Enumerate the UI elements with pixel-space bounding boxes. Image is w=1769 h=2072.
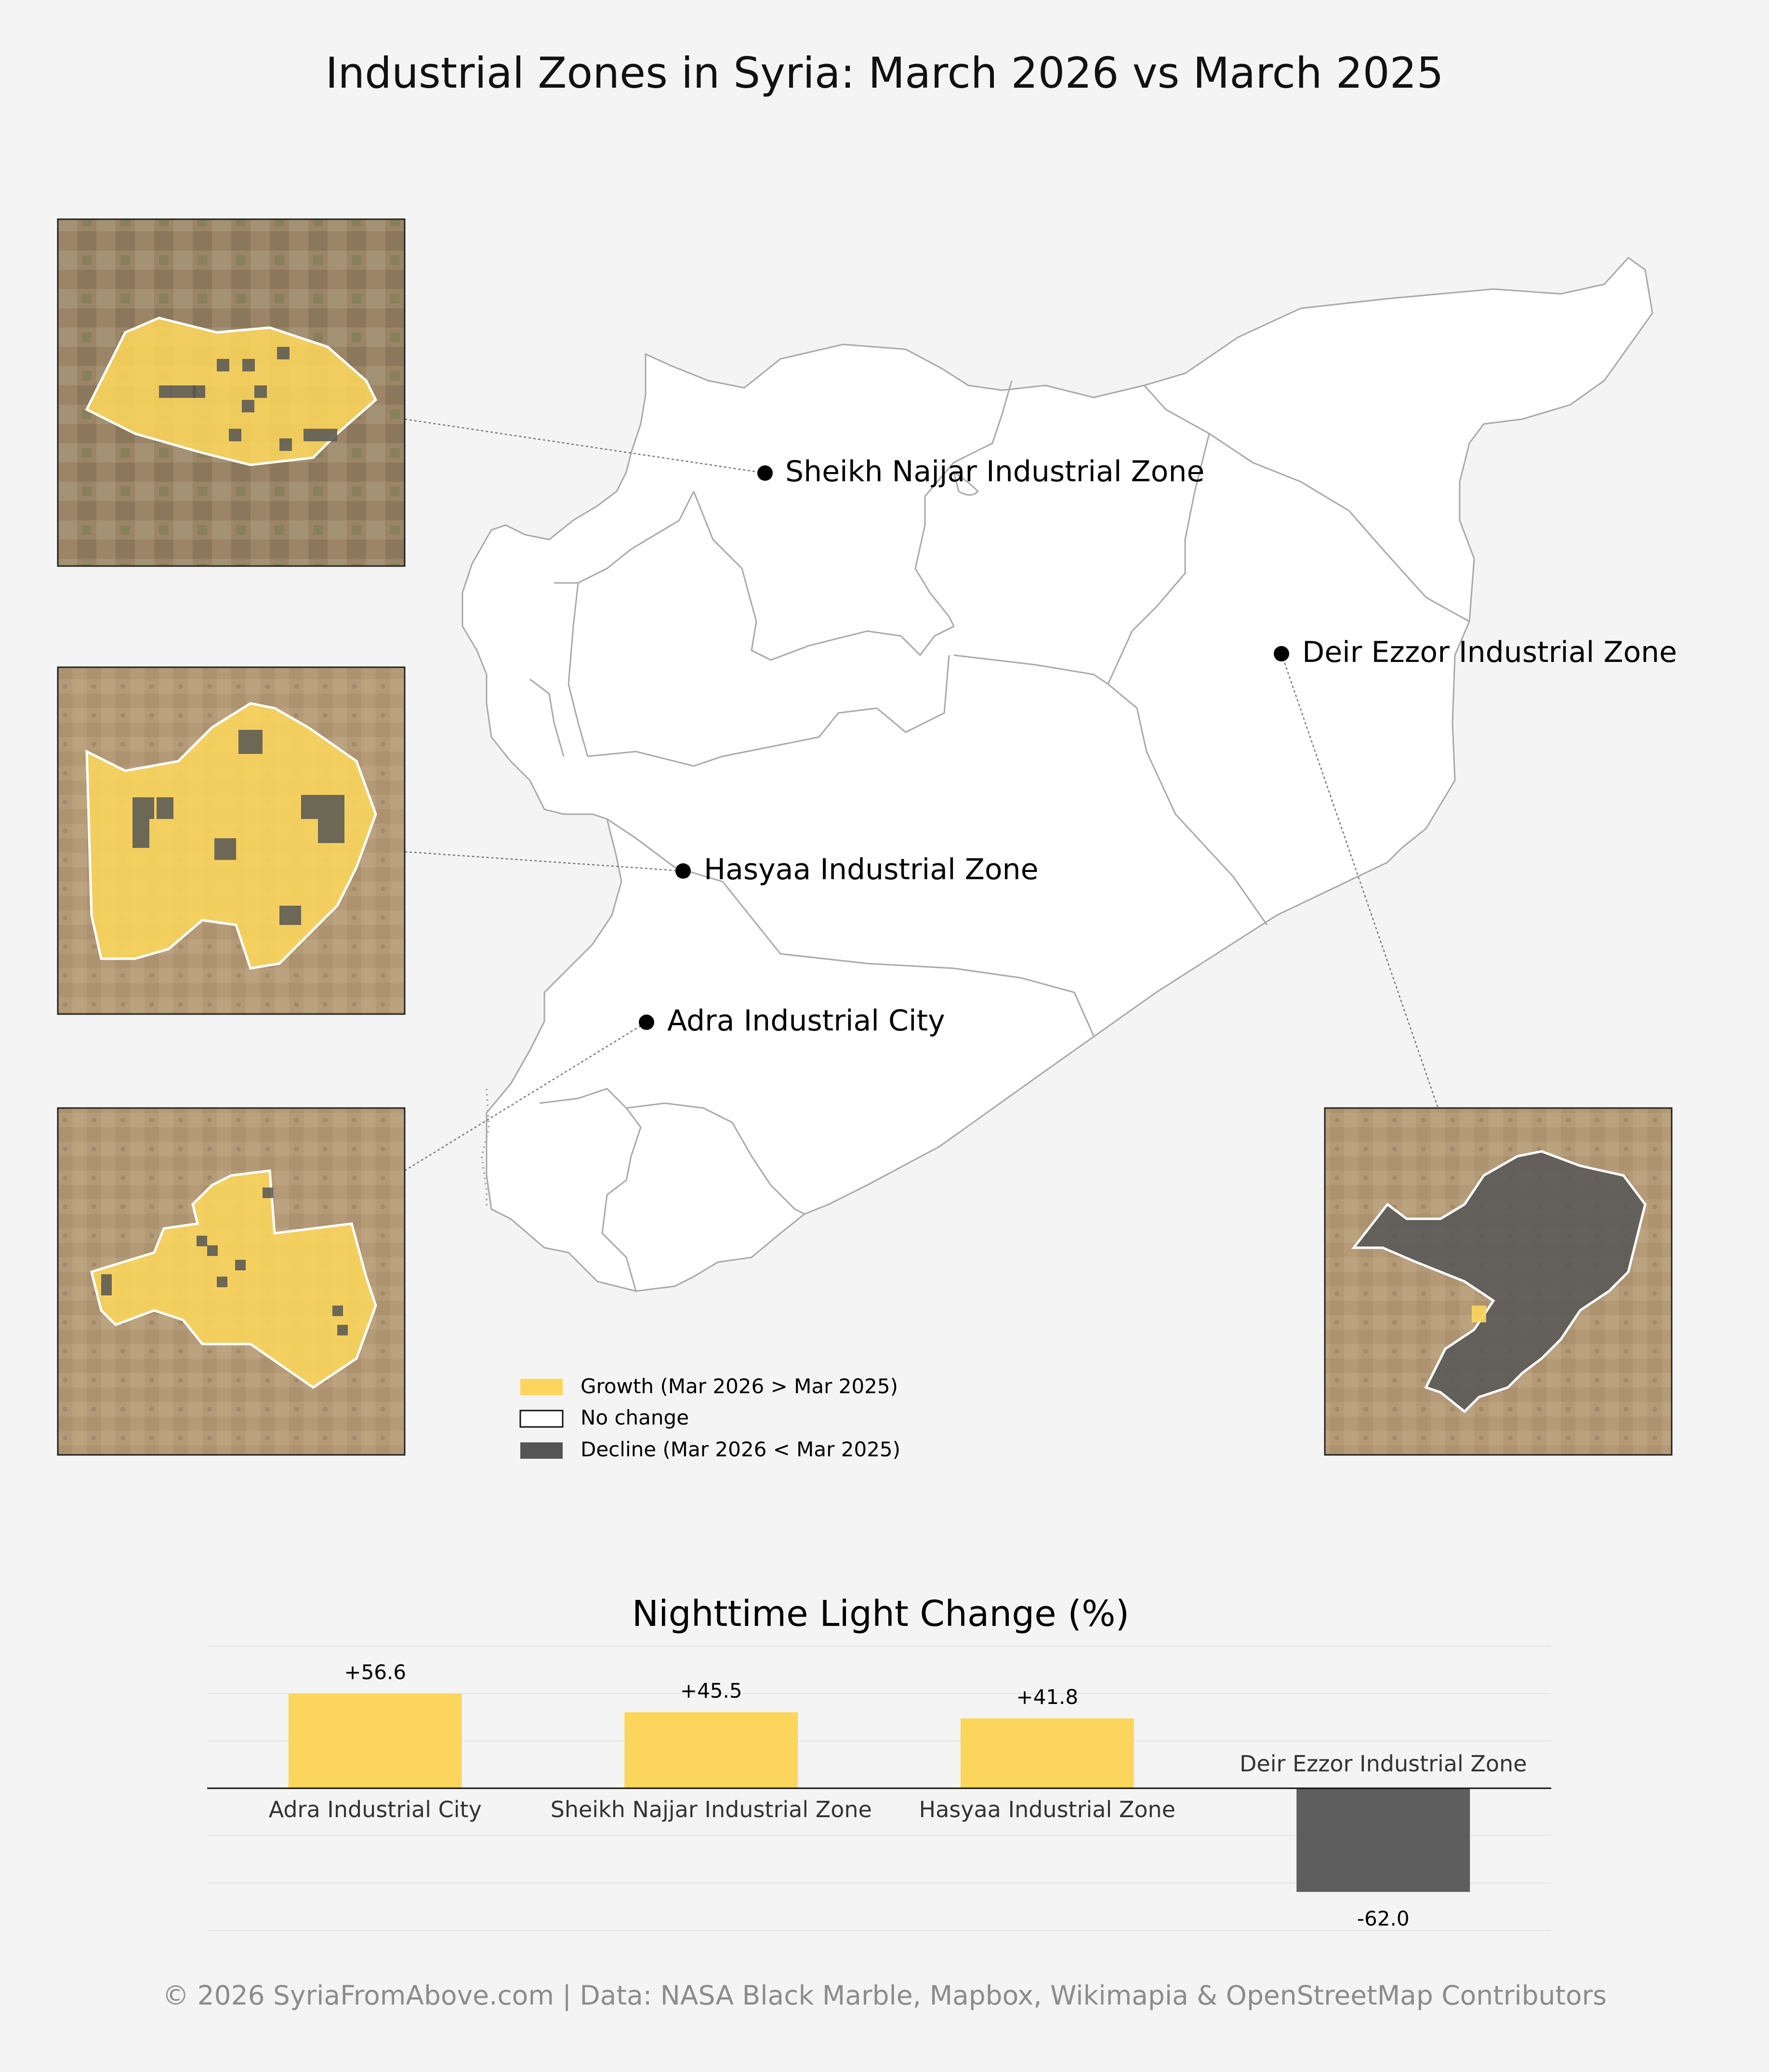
legend-swatch-growth <box>520 1379 563 1395</box>
zone-polygon-growth <box>85 702 377 970</box>
bars <box>288 1693 1470 1892</box>
leader-lines <box>404 418 1439 1172</box>
syria-map <box>462 257 1653 1292</box>
decline-cells <box>132 730 344 925</box>
zone-polygon-growth <box>90 1169 377 1389</box>
marker-dot <box>757 465 773 481</box>
page-title: Industrial Zones in Syria: March 2026 vs… <box>325 48 1444 98</box>
zone-marker-deir-ezzor[interactable]: Deir Ezzor Industrial Zone <box>1274 635 1677 669</box>
legend-swatch-no-change <box>519 1410 564 1428</box>
category-tick-label: Adra Industrial City <box>269 1796 482 1822</box>
zone-label: Adra Industrial City <box>667 1004 945 1038</box>
inset-sheikh-najjar <box>57 218 406 567</box>
legend: Growth (Mar 2026 > Mar 2025) No change D… <box>519 1374 900 1461</box>
category-tick-label: Sheikh Najjar Industrial Zone <box>551 1796 872 1822</box>
marker-dot <box>639 1015 654 1030</box>
decline-cells <box>101 1188 348 1335</box>
category-tick-label: Deir Ezzor Industrial Zone <box>1240 1751 1527 1777</box>
bar-value-label: +41.8 <box>1016 1685 1078 1709</box>
legend-label-no-change: No change <box>581 1406 689 1429</box>
zone-polygon-growth <box>85 317 378 466</box>
legend-swatch-decline <box>520 1442 563 1459</box>
growth-cell <box>1472 1306 1486 1322</box>
inset-deir-ezzor <box>1324 1107 1673 1456</box>
bar-value-label: -62.0 <box>1357 1907 1410 1930</box>
bar-labels: +56.6 Adra Industrial City +45.5 Sheikh Naj… <box>269 1661 1527 1931</box>
syria-outline <box>462 257 1653 1292</box>
governorate-borders <box>529 380 1470 1292</box>
marker-dot <box>675 863 691 879</box>
bar-value-label: +45.5 <box>680 1679 742 1702</box>
zone-polygon-decline <box>1351 1150 1647 1413</box>
category-tick-label: Hasyaa Industrial Zone <box>919 1796 1175 1822</box>
zone-marker-adra[interactable]: Adra Industrial City <box>639 1004 945 1038</box>
lake-assad <box>952 470 979 496</box>
marker-dot <box>1274 646 1289 661</box>
zone-label: Hasyaa Industrial Zone <box>704 853 1038 886</box>
footer-credits: © 2026 SyriaFromAbove.com | Data: NASA B… <box>162 1980 1607 2011</box>
bar <box>960 1718 1134 1788</box>
bar <box>1296 1788 1470 1892</box>
zone-marker-sheikh-najjar[interactable]: Sheikh Najjar Industrial Zone <box>757 455 1204 488</box>
inset-hasyaa <box>57 666 406 1015</box>
zone-marker-hasyaa[interactable]: Hasyaa Industrial Zone <box>675 853 1038 886</box>
bar <box>624 1712 798 1788</box>
zone-label: Deir Ezzor Industrial Zone <box>1302 635 1677 669</box>
legend-label-growth: Growth (Mar 2026 > Mar 2025) <box>581 1374 898 1398</box>
chart-title: Nighttime Light Change (%) <box>632 1593 1130 1635</box>
decline-cells <box>159 347 337 451</box>
inset-adra <box>57 1107 406 1456</box>
nighttime-light-chart: Nighttime Light Change (%) +56.6 Adra Ind… <box>207 1593 1551 1931</box>
legend-label-decline: Decline (Mar 2026 < Mar 2025) <box>581 1438 900 1461</box>
zone-label: Sheikh Najjar Industrial Zone <box>785 455 1204 488</box>
bar-value-label: +56.6 <box>344 1661 406 1684</box>
bar <box>288 1693 462 1788</box>
